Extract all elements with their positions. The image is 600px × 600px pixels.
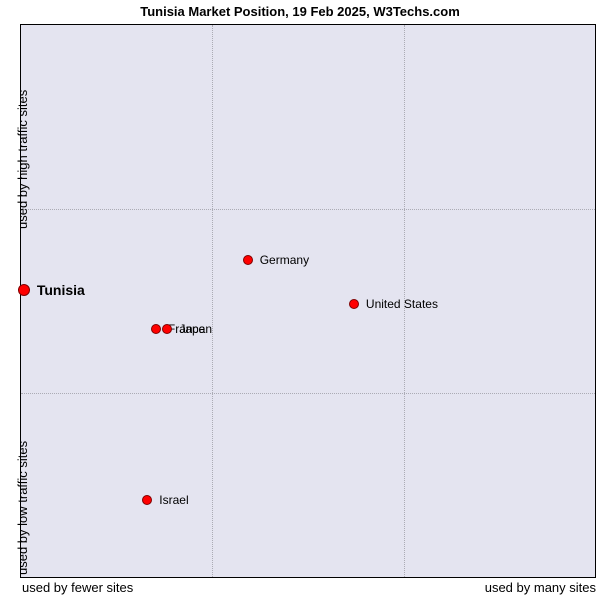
data-point (243, 255, 253, 265)
y-axis-label-bottom: used by low traffic sites (15, 441, 30, 575)
grid-line-horizontal (21, 209, 595, 210)
data-point (151, 324, 161, 334)
data-point (349, 299, 359, 309)
data-point-label: Japan (179, 322, 212, 336)
data-point-label: Tunisia (37, 282, 85, 298)
x-axis-label-left: used by fewer sites (22, 580, 133, 595)
chart-container: Tunisia Market Position, 19 Feb 2025, W3… (0, 0, 600, 600)
chart-title: Tunisia Market Position, 19 Feb 2025, W3… (0, 4, 600, 19)
y-axis-label-top: used by high traffic sites (15, 90, 30, 229)
data-point-label: Israel (159, 493, 188, 507)
x-axis-label-right: used by many sites (485, 580, 596, 595)
plot-area: TunisiaGermanyUnited StatesFranceJapanIs… (20, 24, 596, 578)
grid-line-horizontal (21, 393, 595, 394)
data-point (162, 324, 172, 334)
data-point-label: Germany (260, 253, 309, 267)
data-point (142, 495, 152, 505)
data-point (18, 284, 30, 296)
grid-line-vertical (212, 25, 213, 577)
data-point-label: United States (366, 297, 438, 311)
